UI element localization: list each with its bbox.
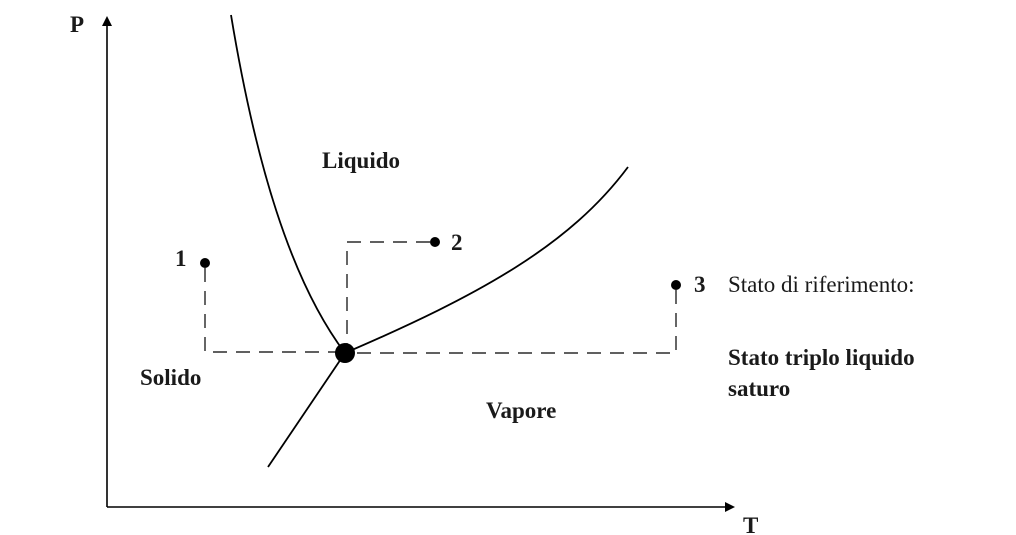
path-3-to-triple xyxy=(345,290,677,354)
region-solid-label: Solido xyxy=(140,365,201,390)
path-1-to-triple xyxy=(204,268,345,353)
point-3-marker xyxy=(671,280,681,290)
sublimation-curve xyxy=(267,352,346,468)
reference-line-2: saturo xyxy=(728,376,790,401)
triple-point-marker xyxy=(335,343,355,363)
region-vapor-label: Vapore xyxy=(486,398,556,423)
point-2-marker xyxy=(430,237,440,247)
reference-caption: Stato di riferimento: xyxy=(728,272,915,297)
point-1-label: 1 xyxy=(175,246,187,271)
region-liquid-label: Liquido xyxy=(322,148,400,173)
point-2-label: 2 xyxy=(451,230,463,255)
point-3-label: 3 xyxy=(694,272,706,297)
reference-line-1: Stato triplo liquido xyxy=(728,345,915,370)
melting-curve xyxy=(230,14,346,354)
vaporization-curve xyxy=(344,166,629,354)
y-axis-label: P xyxy=(70,12,84,37)
point-1-marker xyxy=(200,258,210,268)
path-2-to-triple xyxy=(346,241,430,352)
x-axis-label: T xyxy=(743,513,758,535)
